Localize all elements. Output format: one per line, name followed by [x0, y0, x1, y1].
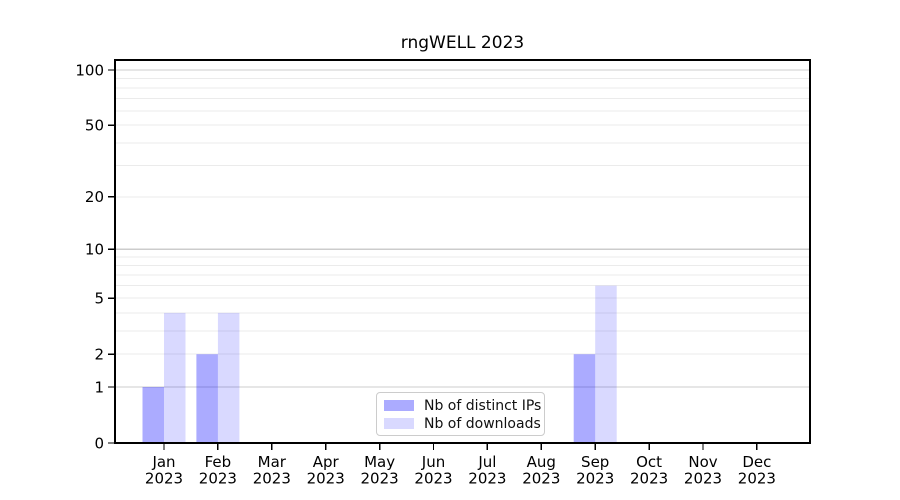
y-tick-label-2: 2 [94, 345, 104, 363]
x-tick-label-sep: Sep 2023 [576, 453, 614, 488]
legend-label-downloads: Nb of downloads [424, 415, 541, 432]
legend-row-downloads: Nb of downloads [384, 416, 541, 432]
bar-nb-of-downloads-jan [164, 312, 186, 443]
y-tick-label-100: 100 [75, 61, 104, 79]
y-tick-label-50: 50 [85, 116, 104, 134]
x-tick-label-feb: Feb 2023 [199, 453, 237, 488]
legend-swatch-distinct-ips-icon [384, 400, 414, 411]
x-tick-label-may: May 2023 [361, 453, 399, 488]
x-tick-label-dec: Dec 2023 [738, 453, 776, 488]
x-tick-label-jul: Jul 2023 [468, 453, 506, 488]
gridlines [115, 69, 810, 388]
legend-label-distinct-ips: Nb of distinct IPs [424, 397, 542, 414]
legend: Nb of distinct IPs Nb of downloads [376, 392, 545, 436]
x-tick-label-oct: Oct 2023 [630, 453, 668, 488]
bars [142, 285, 617, 443]
x-tick-label-apr: Apr 2023 [307, 453, 345, 488]
bar-nb-of-downloads-sep [595, 285, 617, 443]
bar-nb-of-downloads-feb [217, 312, 240, 443]
y-tick-label-1: 1 [94, 378, 104, 396]
tick-marks [108, 69, 758, 450]
chart-title: rngWELL 2023 [400, 33, 525, 53]
bar-nb-of-distinct-ips-feb [196, 354, 218, 443]
x-tick-label-jun: Jun 2023 [414, 453, 452, 488]
y-tick-label-20: 20 [85, 188, 104, 206]
y-tick-label-5: 5 [94, 289, 104, 307]
legend-row-distinct-ips: Nb of distinct IPs [384, 398, 541, 414]
x-tick-label-aug: Aug 2023 [522, 453, 560, 488]
bar-nb-of-distinct-ips-sep [573, 354, 596, 443]
y-tick-label-0: 0 [94, 434, 104, 452]
x-tick-label-jan: Jan 2023 [145, 453, 183, 488]
x-tick-label-mar: Mar 2023 [253, 453, 291, 488]
bar-nb-of-distinct-ips-jan [142, 387, 164, 443]
y-tick-label-10: 10 [85, 240, 104, 258]
plot-border [114, 59, 811, 444]
legend-swatch-downloads-icon [384, 418, 414, 429]
x-tick-label-nov: Nov 2023 [684, 453, 722, 488]
